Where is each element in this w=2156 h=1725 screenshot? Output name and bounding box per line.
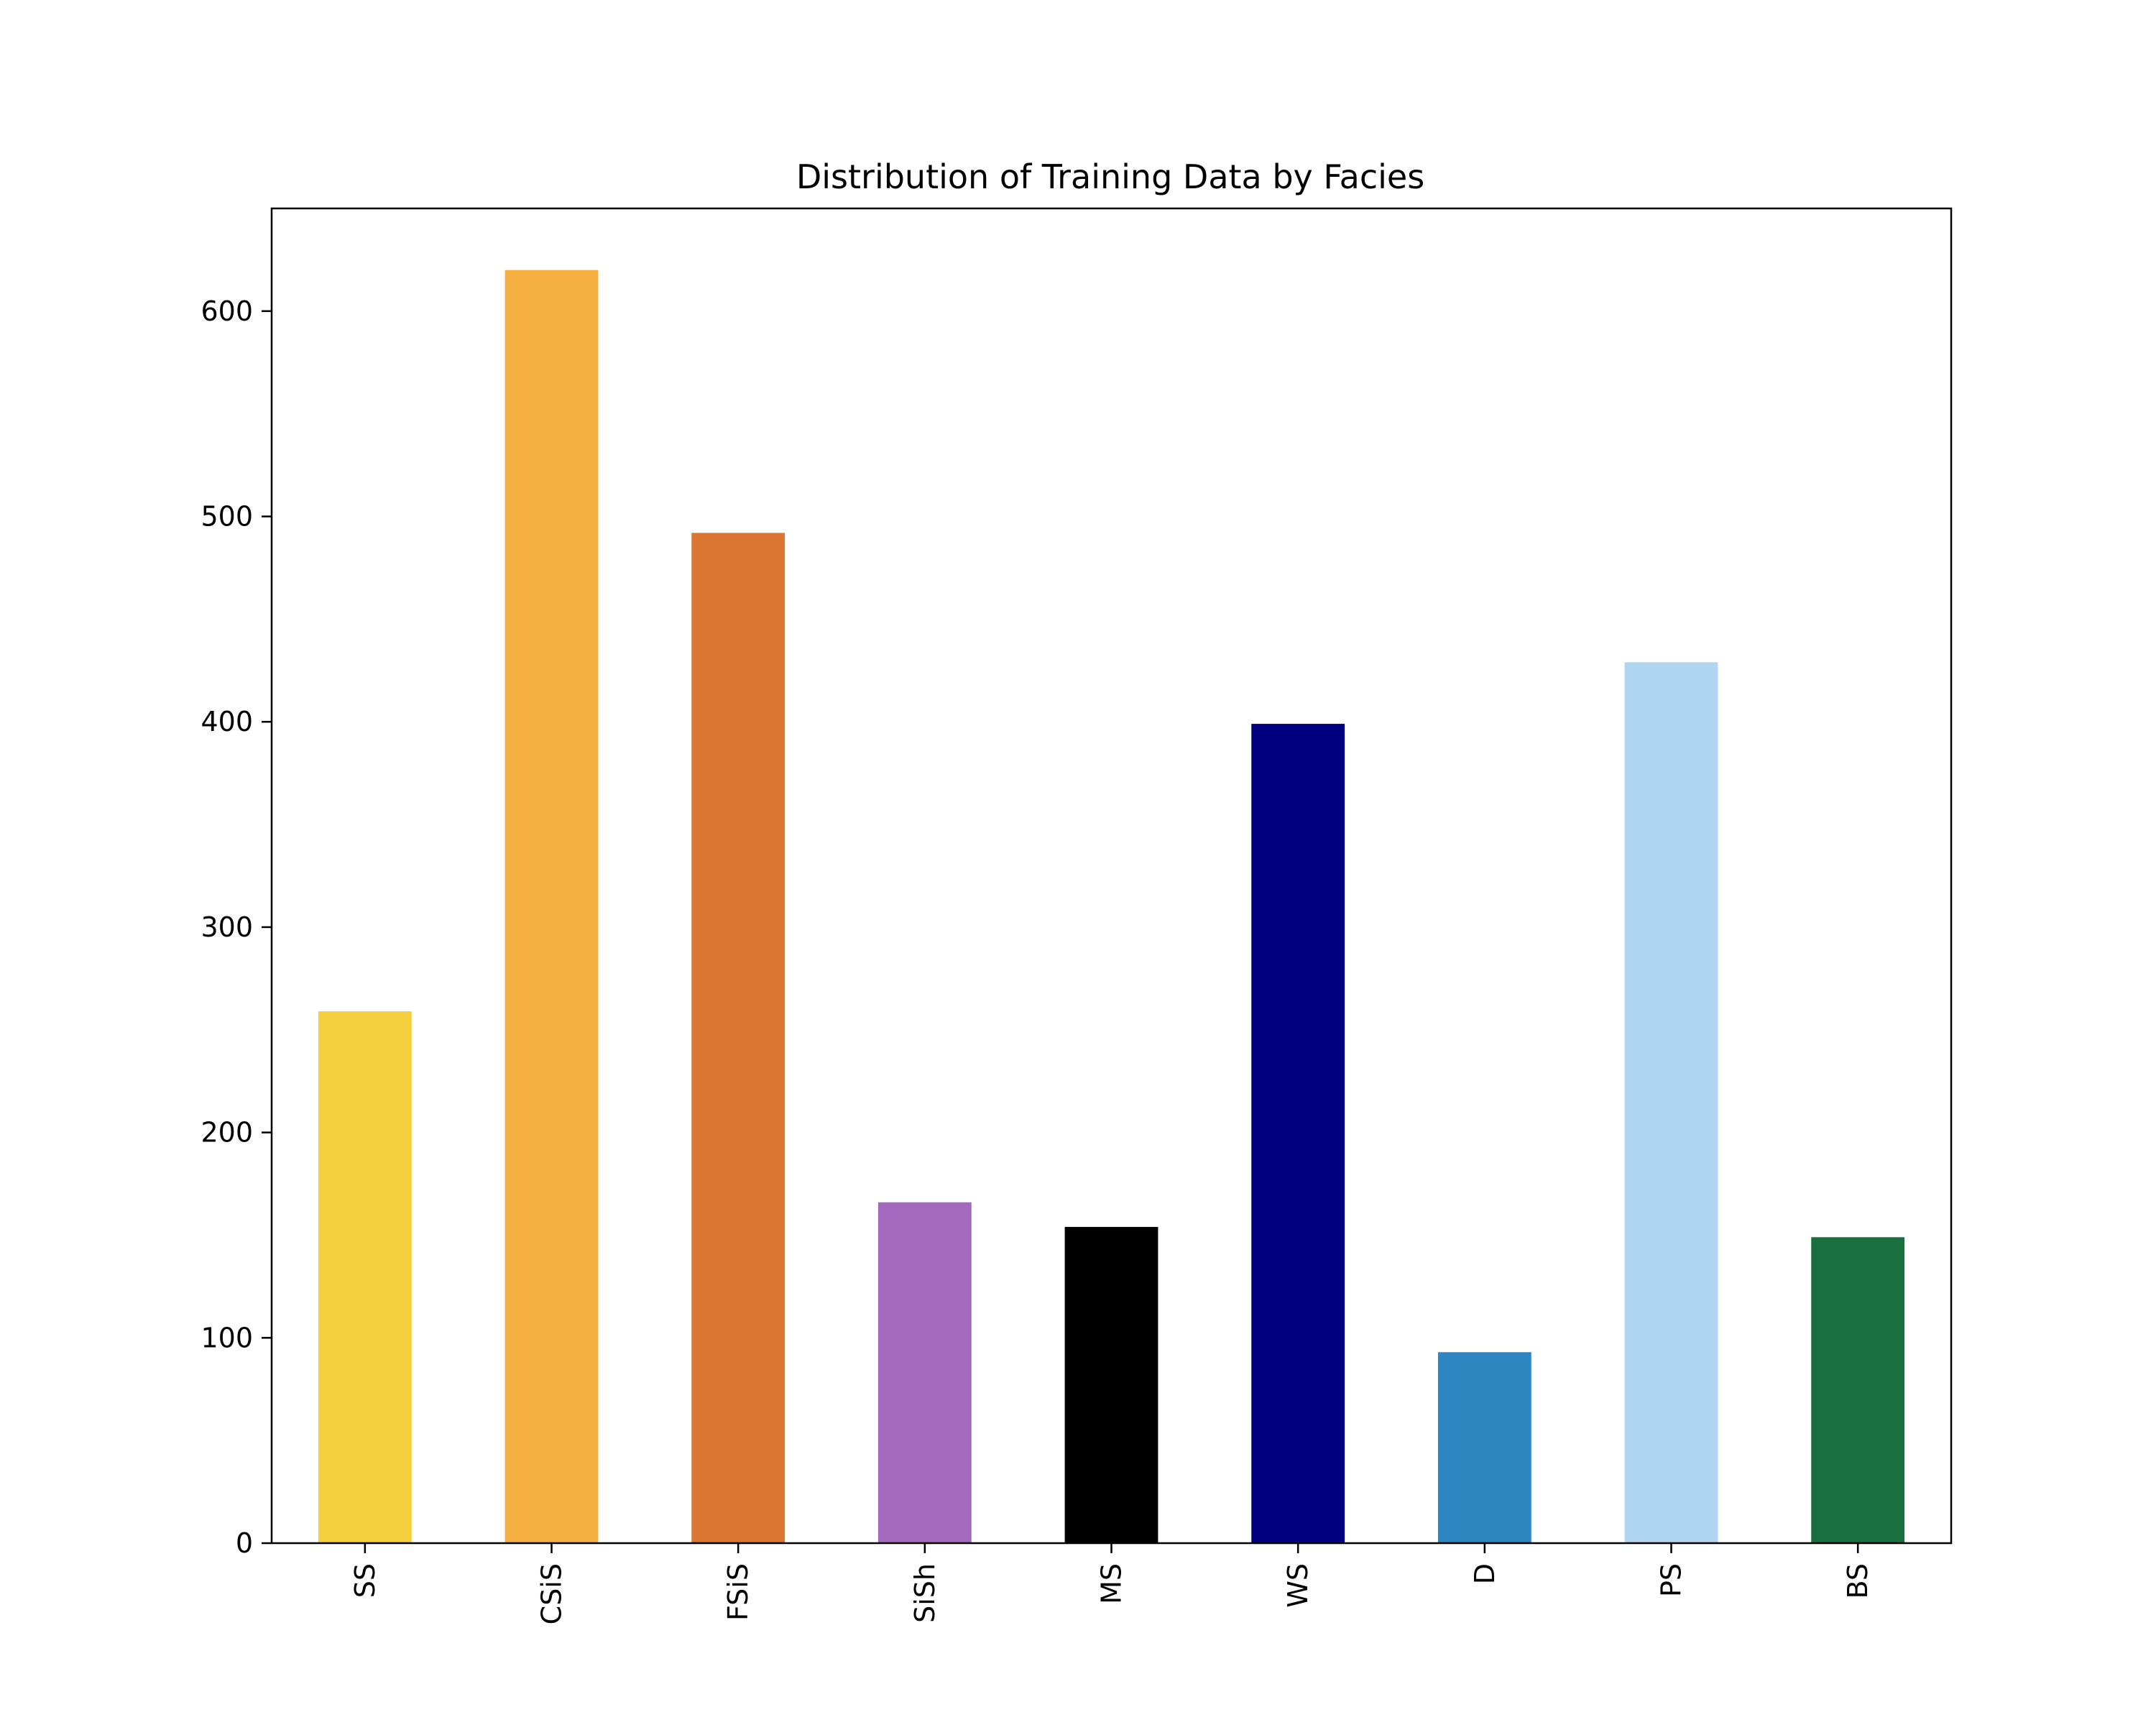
x-tick-label: SiSh [909,1563,941,1623]
x-tick-label: FSiS [722,1563,754,1621]
bar-sish [877,1202,972,1543]
y-tick-label: 100 [201,1322,253,1353]
y-tick-label: 200 [201,1117,253,1149]
y-tick-label: 500 [201,501,253,533]
bars [318,270,1905,1544]
x-tick-label: PS [1656,1563,1687,1597]
y-tick-label: 0 [236,1527,253,1559]
x-tick-label: D [1469,1563,1501,1584]
bar-ps [1624,662,1718,1543]
bar-csis [505,270,599,1543]
bar-d [1437,1352,1531,1543]
x-tick-label: BS [1842,1563,1874,1599]
y-tick-label: 400 [201,706,253,737]
y-tick-label: 300 [201,911,253,943]
bar-ws [1251,724,1345,1544]
x-tick-label: WS [1282,1563,1314,1608]
x-tick-label: CSiS [536,1563,568,1624]
bar-ms [1064,1227,1158,1543]
y-tick-label: 600 [201,295,253,327]
x-tick-label: SS [349,1563,381,1598]
bar-fsis [691,533,786,1544]
bar-ss [318,1011,412,1543]
axes: 0 100 200 300 400 500 600 SS CSiS FSiS SiSh MS WS D PS… [201,207,1953,1624]
x-tick-label: MS [1096,1563,1128,1604]
chart-title: Distribution of Training Data by Facies [796,157,1424,196]
bar-bs [1811,1237,1905,1543]
